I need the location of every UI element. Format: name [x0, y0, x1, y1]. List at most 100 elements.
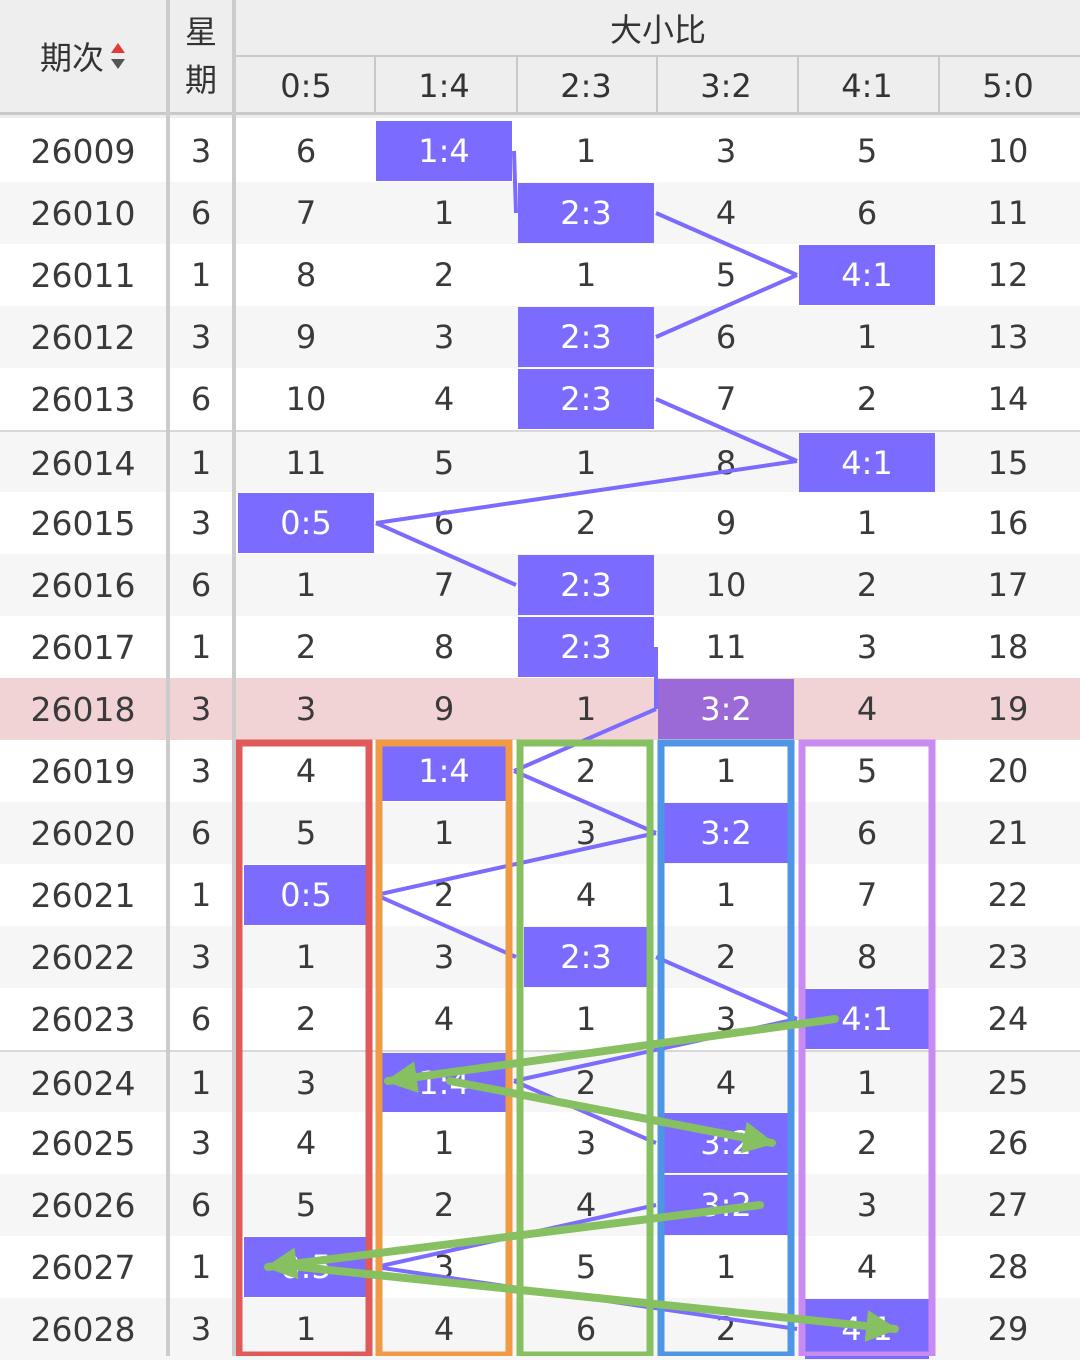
hit-cell: 0:5 [280, 504, 332, 542]
issue-number: 26015 [30, 503, 136, 543]
issue-number: 26014 [30, 443, 136, 483]
issue-header[interactable]: 期次 [0, 0, 166, 112]
miss-count-cell: 1 [856, 504, 878, 542]
table-row[interactable]: 26021 1 0:5 2 4 1 7 22 [0, 864, 1080, 926]
miss-count-cell: 5 [715, 256, 737, 294]
miss-count-cell: 4 [575, 876, 597, 914]
miss-count-cell: 7 [856, 876, 878, 914]
miss-count-cell: 5 [856, 132, 878, 170]
column-header-1-4: 1:4 [418, 67, 470, 105]
hit-cell: 3:2 [700, 690, 752, 728]
hit-cell: 1:4 [418, 1064, 470, 1102]
issue-number: 26016 [30, 565, 136, 605]
miss-count-cell: 4 [575, 1186, 597, 1224]
table-row[interactable]: 26025 3 4 1 3 3:2 2 26 [0, 1112, 1080, 1174]
miss-count-cell: 2 [295, 628, 317, 666]
week-header-line2: 期 [184, 61, 217, 99]
miss-count-cell: 3 [715, 132, 737, 170]
issue-number: 26019 [30, 751, 136, 791]
miss-count-cell: 10 [285, 380, 327, 418]
issue-number: 26010 [30, 193, 136, 233]
table-row[interactable]: 26028 3 1 4 6 2 4:1 29 [0, 1298, 1080, 1360]
table-row[interactable]: 26017 1 2 8 2:3 11 3 18 [0, 616, 1080, 678]
miss-count-cell: 6 [433, 504, 455, 542]
table-header: 期次 星 期 大小比 0:5 1:4 2:3 3:2 4:1 5:0 [0, 0, 1080, 118]
table-row[interactable]: 26013 6 10 4 2:3 7 2 14 [0, 368, 1080, 430]
table-row[interactable]: 26014 1 11 5 1 8 4:1 15 [0, 430, 1080, 494]
miss-count-cell: 4 [295, 752, 317, 790]
hit-marker [518, 183, 654, 243]
weekday-value: 3 [190, 1310, 212, 1348]
table-row[interactable]: 26022 3 1 3 2:3 2 8 23 [0, 926, 1080, 988]
miss-count-cell: 6 [856, 194, 878, 232]
hit-marker [658, 679, 794, 739]
hit-cell: 1:4 [418, 132, 470, 170]
miss-count-cell: 5 [295, 814, 317, 852]
issue-number: 26012 [30, 317, 136, 357]
table-row[interactable]: 26019 3 4 1:4 2 1 5 20 [0, 740, 1080, 802]
weekday-value: 1 [190, 444, 212, 482]
issue-number: 26026 [30, 1185, 136, 1225]
table-row[interactable]: 26018 3 3 9 1 3:2 4 19 [0, 678, 1080, 740]
miss-count-cell: 3 [856, 628, 878, 666]
miss-count-cell: 4 [715, 194, 737, 232]
miss-count-cell: 4 [715, 1064, 737, 1102]
hit-cell: 1:4 [418, 752, 470, 790]
hit-cell: 2:3 [560, 194, 612, 232]
miss-count-cell: 3 [433, 938, 455, 976]
miss-count-cell: 3 [715, 1000, 737, 1038]
miss-count-cell: 1 [715, 1248, 737, 1286]
miss-count-cell: 10 [705, 566, 747, 604]
issue-number: 26025 [30, 1123, 136, 1163]
table-row[interactable]: 26012 3 9 3 2:3 6 1 13 [0, 306, 1080, 368]
table-row[interactable]: 26011 1 8 2 1 5 4:1 12 [0, 244, 1080, 306]
column-separator [232, 0, 236, 1356]
hit-cell: 2:3 [560, 380, 612, 418]
miss-count-cell: 21 [987, 814, 1029, 852]
issue-number: 26022 [30, 937, 136, 977]
miss-count-cell: 28 [987, 1248, 1029, 1286]
miss-count-cell: 14 [987, 380, 1029, 418]
miss-count-cell: 1 [856, 1064, 878, 1102]
hit-cell: 0:5 [280, 876, 332, 914]
table-row[interactable]: 26020 6 5 1 3 3:2 6 21 [0, 802, 1080, 864]
issue-number: 26024 [30, 1063, 136, 1103]
table-row[interactable]: 26023 6 2 4 1 3 4:1 24 [0, 988, 1080, 1050]
weekday-value: 3 [190, 690, 212, 728]
hit-marker [518, 555, 654, 615]
column-separator [166, 0, 170, 1356]
issue-number: 26018 [30, 689, 136, 729]
table-row[interactable]: 26026 6 5 2 4 3:2 3 27 [0, 1174, 1080, 1236]
weekday-value: 6 [190, 566, 212, 604]
table-row[interactable]: 26009 3 6 1:4 1 3 5 10 [0, 120, 1080, 182]
table-row[interactable]: 26027 1 0:5 3 5 1 4 28 [0, 1236, 1080, 1298]
issue-number: 26020 [30, 813, 136, 853]
weekday-value: 3 [190, 1124, 212, 1162]
miss-count-cell: 2 [856, 566, 878, 604]
miss-count-cell: 4 [433, 1310, 455, 1348]
miss-count-cell: 3 [575, 1124, 597, 1162]
miss-count-cell: 1 [433, 1124, 455, 1162]
column-header-5-0: 5:0 [982, 67, 1034, 105]
hit-marker [238, 493, 374, 553]
table-row[interactable]: 26024 1 3 1:4 2 4 1 25 [0, 1050, 1080, 1114]
column-header-2-3: 2:3 [560, 67, 612, 105]
miss-count-cell: 5 [856, 752, 878, 790]
header-divider [374, 57, 376, 113]
issue-number: 26023 [30, 999, 136, 1039]
miss-count-cell: 2 [433, 1186, 455, 1224]
miss-count-cell: 6 [715, 318, 737, 356]
table-row[interactable]: 26015 3 0:5 6 2 9 1 16 [0, 492, 1080, 554]
sort-icon[interactable] [110, 41, 126, 71]
table-row[interactable]: 26010 6 7 1 2:3 4 6 11 [0, 182, 1080, 244]
miss-count-cell: 5 [433, 444, 455, 482]
hit-cell: 3:2 [700, 814, 752, 852]
miss-count-cell: 6 [295, 132, 317, 170]
miss-count-cell: 12 [987, 256, 1029, 294]
miss-count-cell: 2 [433, 876, 455, 914]
table-row[interactable]: 26016 6 1 7 2:3 10 2 17 [0, 554, 1080, 616]
weekday-value: 6 [190, 1186, 212, 1224]
miss-count-cell: 2 [575, 504, 597, 542]
hit-marker [518, 617, 654, 677]
miss-count-cell: 2 [715, 938, 737, 976]
